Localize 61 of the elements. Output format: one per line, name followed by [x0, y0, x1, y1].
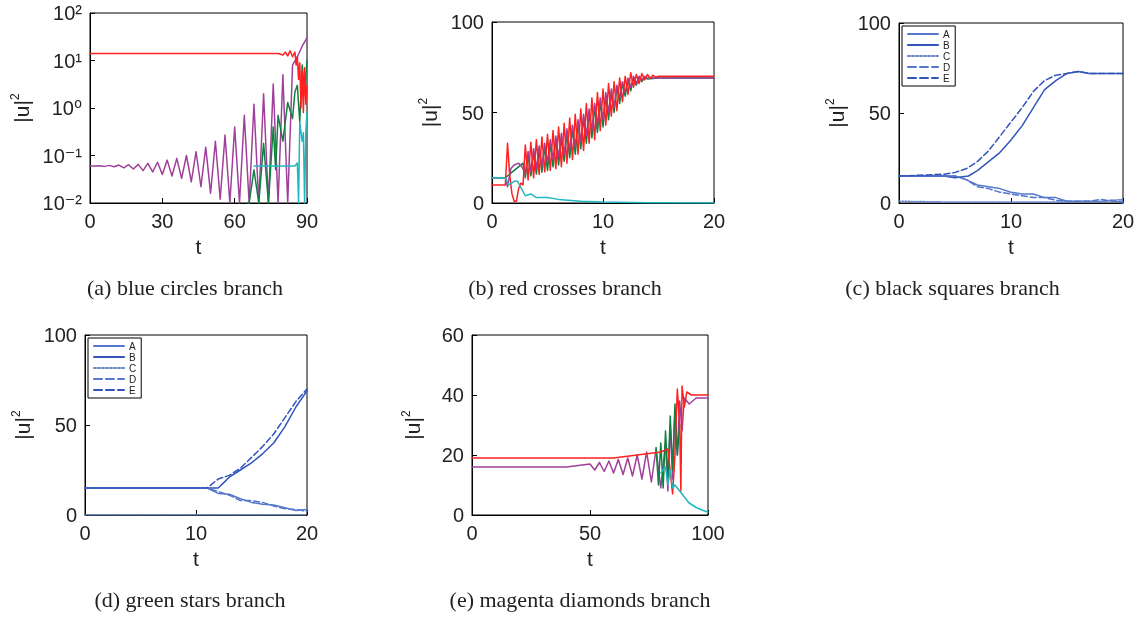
- text: (b) red crosses branch: [468, 274, 662, 300]
- x-tick-label: 50: [578, 522, 602, 544]
- y-tick-label: 10⁻¹: [42, 144, 83, 167]
- line-series: [655, 403, 681, 489]
- x-axis-title: t: [1008, 234, 1015, 258]
- y-tick-label: 0: [452, 504, 464, 526]
- text: (a) blue circles branch: [86, 274, 284, 300]
- line-series: [89, 50, 308, 114]
- text: (e) magenta diamonds branch: [449, 586, 711, 612]
- x-axis-title: t: [600, 234, 607, 258]
- x-tick-label: 20: [295, 522, 319, 544]
- y-tick-label: 10⁻²: [42, 192, 83, 214]
- y-tick-label: 10⁰: [51, 97, 82, 119]
- legend-label: C: [129, 362, 137, 374]
- x-axis-title: t: [587, 546, 594, 570]
- x-tick-label: 90: [295, 210, 319, 232]
- y-axis-title: |u|2: [823, 98, 848, 128]
- line-series: [253, 111, 308, 204]
- y-tick-label: 100: [43, 324, 77, 346]
- text: (d) green stars branch: [94, 586, 286, 612]
- line-series: [245, 59, 308, 204]
- x-tick-label: 100: [691, 522, 725, 544]
- y-axis-title: |u|2: [9, 410, 34, 440]
- legend-label: A: [943, 28, 950, 40]
- legend-label: C: [943, 50, 951, 62]
- x-tick-label: 10: [184, 522, 208, 544]
- legend-label: D: [943, 61, 951, 73]
- legend-label: B: [129, 351, 136, 363]
- x-tick-label: 0: [893, 210, 905, 232]
- legend-label: A: [129, 340, 136, 352]
- x-tick-label: 20: [702, 210, 726, 232]
- y-axis-title: |u|2: [8, 93, 33, 123]
- line-series: [660, 466, 709, 513]
- x-tick-label: 10: [999, 210, 1023, 232]
- legend-label: E: [943, 72, 950, 84]
- y-tick-label: 10¹: [53, 49, 83, 72]
- legend-label: B: [943, 39, 950, 51]
- y-tick-label: 100: [857, 12, 891, 34]
- x-tick-label: 0: [486, 210, 498, 232]
- legend-label: D: [129, 373, 137, 385]
- y-tick-label: 100: [450, 11, 484, 33]
- x-tick-label: 30: [151, 210, 174, 232]
- text: (c) black squares branch: [845, 274, 1060, 300]
- x-axis-title: t: [193, 546, 200, 570]
- x-tick-label: 10: [591, 210, 615, 232]
- y-tick-label: 50: [54, 414, 77, 436]
- y-tick-label: 50: [461, 101, 484, 124]
- x-tick-label: 20: [1111, 210, 1135, 232]
- y-tick-label: 0: [472, 192, 484, 214]
- y-tick-label: 20: [441, 444, 464, 466]
- y-tick-label: 10²: [53, 2, 83, 24]
- legend-label: E: [129, 384, 136, 396]
- x-tick-label: 60: [223, 210, 246, 232]
- x-axis-title: t: [195, 234, 202, 258]
- y-tick-label: 50: [868, 102, 891, 124]
- y-tick-label: 0: [879, 192, 891, 214]
- y-axis-title: |u|2: [399, 410, 424, 440]
- y-tick-label: 0: [65, 504, 77, 526]
- y-tick-label: 40: [441, 384, 464, 406]
- y-axis-title: |u|2: [416, 97, 441, 128]
- y-tick-label: 60: [441, 324, 464, 346]
